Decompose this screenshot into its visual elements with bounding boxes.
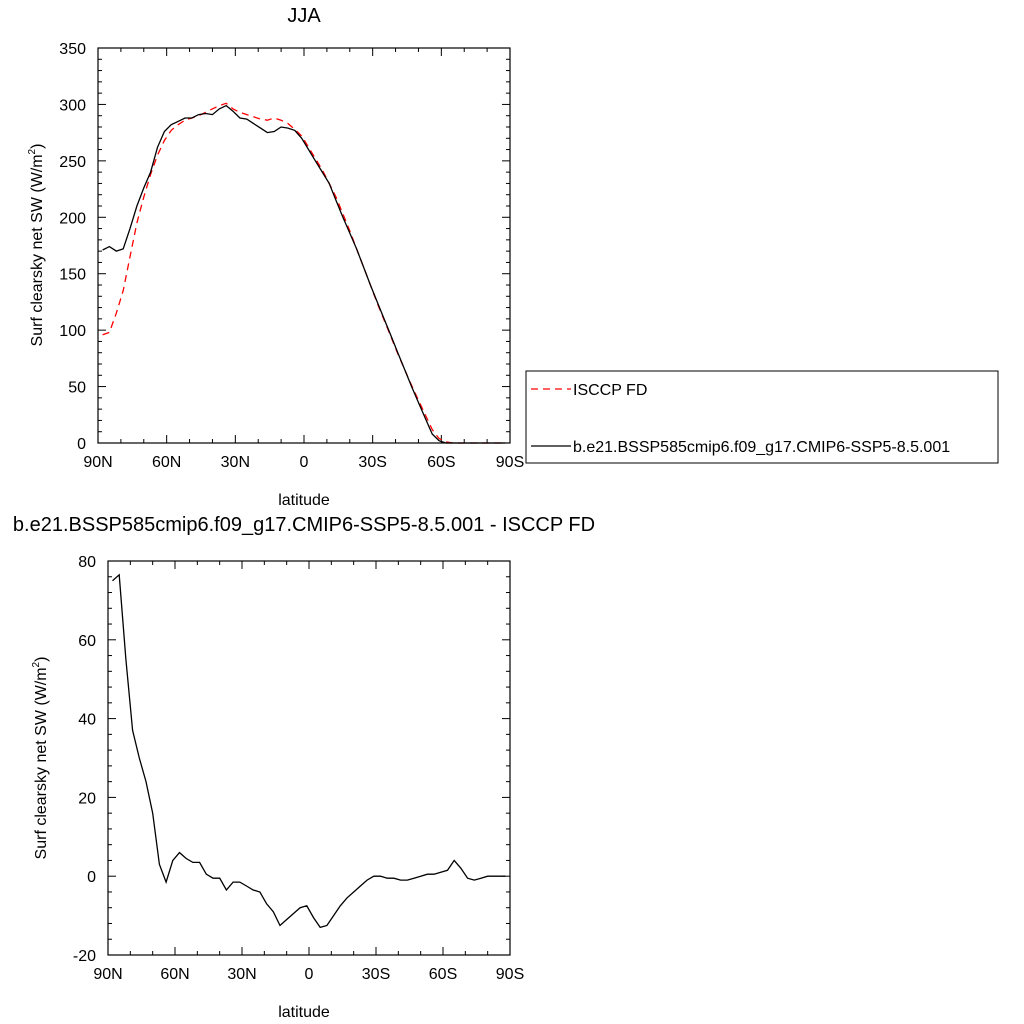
top-chart-xtick-label: 60N [152,454,181,471]
bottom-chart-ytick-label: 40 [78,712,96,729]
bottom-chart-xtick-label: 60S [429,966,457,983]
bottom-chart-xtick-label: 90S [496,966,524,983]
bottom-chart-ytick-label: 20 [78,790,96,807]
bottom-chart-ylabel-sup: 2 [31,661,42,667]
top-chart-ylabel-end: ) [29,144,46,149]
bottom-chart-title: b.e21.BSSP585cmip6.f09_g17.CMIP6-SSP5-8.… [13,514,595,536]
bottom-chart-ylabel-end: ) [33,657,50,662]
bottom-chart-ytick-label: 60 [78,633,96,650]
top-chart: JJA 90N 60N 30N 0 30S 60S 90S 0 50 100 150 200 250 30… [27,5,524,509]
top-chart-xtick-label: 90N [83,454,112,471]
top-chart-ylabel: Surf clearsky net SW (W/m2) [27,144,46,347]
legend-label-isccp: ISCCP FD [573,382,647,399]
bottom-chart-ytick-label: 0 [87,869,96,886]
bottom-chart-ytick-label: 80 [78,554,96,571]
top-chart-xtick-label: 0 [300,454,309,471]
top-chart-series [102,102,506,444]
top-chart-xtick-label: 90S [496,454,524,471]
top-chart-ylabel-main: Surf clearsky net SW (W/m [29,154,46,346]
bottom-chart-xtick-label: 60N [160,966,189,983]
bottom-chart: b.e21.BSSP585cmip6.f09_g17.CMIP6-SSP5-8.… [13,514,595,1021]
top-chart-axes: 90N 60N 30N 0 30S 60S 90S 0 50 100 150 200 250 300 350 [59,41,524,471]
top-chart-title: JJA [287,5,321,27]
top-chart-ytick-label: 150 [59,267,86,284]
top-chart-ytick-label: 100 [59,323,86,340]
top-chart-ytick-label: 0 [77,436,86,453]
top-chart-xtick-label: 30N [221,454,250,471]
bottom-chart-series [112,573,506,929]
top-chart-series-1-line [102,104,506,444]
bottom-chart-xtick-label: 0 [305,966,314,983]
top-chart-ytick-label: 350 [59,41,86,58]
bottom-chart-ylabel-main: Surf clearsky net SW (W/m [33,667,50,859]
bottom-chart-xtick-label: 30N [227,966,256,983]
bottom-chart-frame [107,560,511,956]
top-chart-xlabel: latitude [278,492,330,509]
legend: ISCCP FD b.e21.BSSP585cmip6.f09_g17.CMIP… [525,370,999,464]
top-chart-frame [97,47,511,444]
bottom-chart-series-0-line [112,573,506,929]
bottom-chart-axes: 90N 60N 30N 0 30S 60S 90S -20 0 20 40 60 80 [73,554,524,983]
top-chart-xtick-label: 30S [358,454,386,471]
top-chart-ytick-label: 250 [59,154,86,171]
top-chart-ytick-label: 300 [59,97,86,114]
bottom-chart-ylabel: Surf clearsky net SW (W/m2) [31,657,50,860]
bottom-chart-xtick-label: 90N [93,966,122,983]
top-chart-xtick-label: 60S [427,454,455,471]
legend-label-model: b.e21.BSSP585cmip6.f09_g17.CMIP6-SSP5-8.… [573,439,950,456]
top-chart-ytick-label: 50 [68,380,86,397]
bottom-chart-ytick-label: -20 [73,948,96,965]
top-chart-series-0-line [102,102,506,444]
top-chart-ylabel-sup: 2 [27,148,38,154]
bottom-chart-xlabel: latitude [278,1004,330,1021]
legend-box [525,370,999,464]
top-chart-ytick-label: 200 [59,210,86,227]
bottom-chart-xtick-label: 30S [362,966,390,983]
